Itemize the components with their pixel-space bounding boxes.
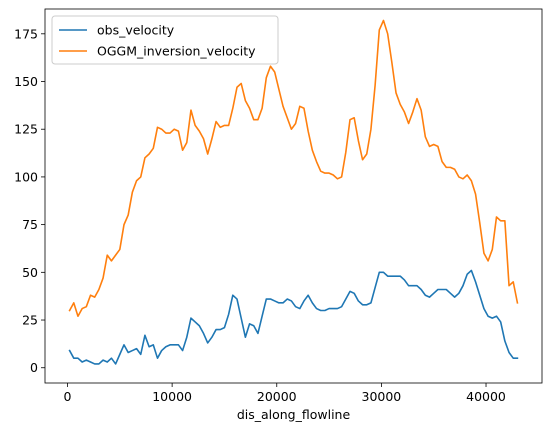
series-layer (68, 19, 519, 365)
legend-label-oggm-inversion-velocity: OGGM_inversion_velocity (97, 44, 256, 59)
y-tick-label: 25 (22, 313, 38, 328)
series-line-oggm-inversion-velocity (68, 19, 519, 318)
y-tick-label: 75 (22, 217, 38, 232)
y-tick-label: 100 (14, 169, 38, 184)
series-line-obs-velocity (68, 269, 519, 365)
legend-box (51, 15, 279, 65)
plot-area (45, 9, 542, 383)
x-tick-label: 30000 (362, 389, 402, 404)
y-tick-label: 125 (14, 122, 38, 137)
x-axis-label: dis_along_flowline (237, 407, 351, 422)
y-tick-label: 150 (14, 74, 38, 89)
y-tick-label: 0 (30, 360, 38, 375)
y-axis: 0 25 50 75 100 125 150 175 (14, 26, 45, 375)
x-tick-label: 20000 (257, 389, 297, 404)
x-axis: 0 10000 20000 30000 40000 (64, 383, 506, 404)
y-tick-label: 175 (14, 26, 38, 41)
plot-frame (44, 8, 543, 384)
legend-label-obs-velocity: obs_velocity (97, 23, 175, 38)
y-tick-label: 50 (22, 265, 38, 280)
x-tick-label: 0 (64, 389, 72, 404)
x-tick-label: 40000 (466, 389, 506, 404)
legend: obs_velocity OGGM_inversion_velocity (51, 15, 279, 65)
x-tick-label: 10000 (152, 389, 192, 404)
